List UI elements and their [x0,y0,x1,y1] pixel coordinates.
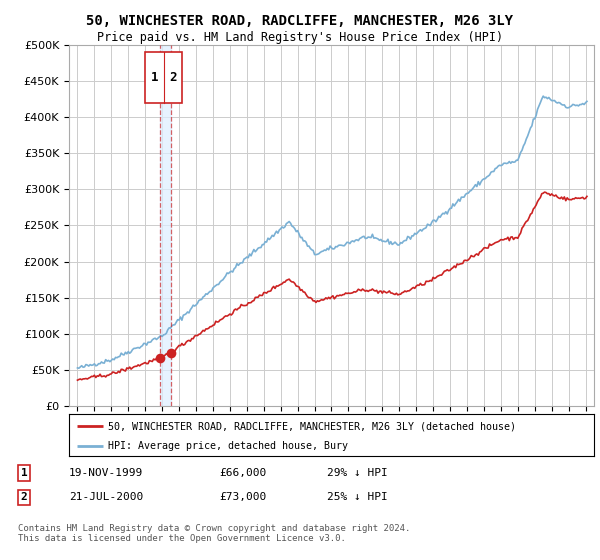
Text: Price paid vs. HM Land Registry's House Price Index (HPI): Price paid vs. HM Land Registry's House … [97,31,503,44]
Text: 25% ↓ HPI: 25% ↓ HPI [327,492,388,502]
Text: Contains HM Land Registry data © Crown copyright and database right 2024.
This d: Contains HM Land Registry data © Crown c… [18,524,410,543]
Text: £66,000: £66,000 [219,468,266,478]
Text: 50, WINCHESTER ROAD, RADCLIFFE, MANCHESTER, M26 3LY: 50, WINCHESTER ROAD, RADCLIFFE, MANCHEST… [86,14,514,28]
Text: HPI: Average price, detached house, Bury: HPI: Average price, detached house, Bury [109,441,349,451]
Text: 21-JUL-2000: 21-JUL-2000 [69,492,143,502]
Text: 29% ↓ HPI: 29% ↓ HPI [327,468,388,478]
Text: 1: 1 [151,71,158,84]
Text: £73,000: £73,000 [219,492,266,502]
Text: 2: 2 [169,71,177,84]
Text: 50, WINCHESTER ROAD, RADCLIFFE, MANCHESTER, M26 3LY (detached house): 50, WINCHESTER ROAD, RADCLIFFE, MANCHEST… [109,421,517,431]
Bar [160,45,172,406]
Text: 2: 2 [20,492,28,502]
Bar [145,52,182,102]
Text: 1: 1 [20,468,28,478]
Text: 19-NOV-1999: 19-NOV-1999 [69,468,143,478]
